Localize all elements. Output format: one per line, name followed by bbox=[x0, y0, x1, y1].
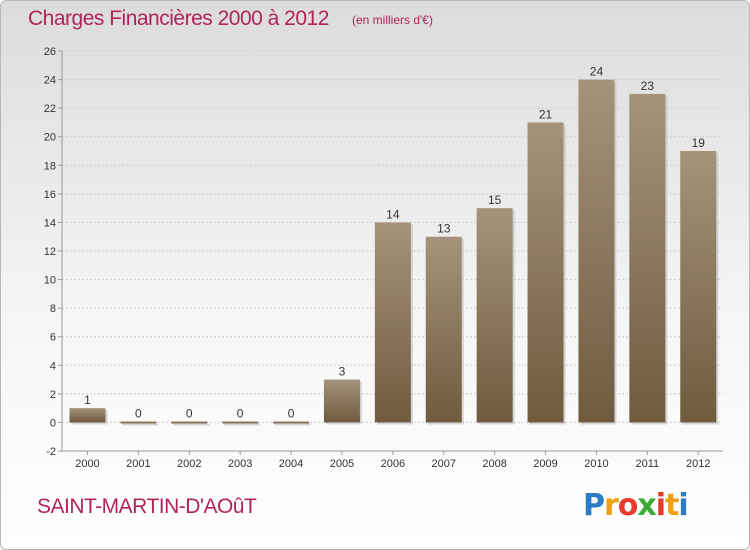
bar-2008 bbox=[476, 208, 513, 423]
x-tick-label: 2002 bbox=[177, 458, 201, 470]
x-tick-label: 2006 bbox=[381, 458, 405, 470]
x-tick-label: 2010 bbox=[584, 458, 608, 470]
bar-2004 bbox=[273, 421, 310, 424]
bar-2001 bbox=[120, 421, 157, 424]
chart-title: Charges Financières 2000 à 2012 bbox=[28, 7, 329, 30]
logo-letter: P bbox=[583, 488, 605, 523]
value-label-2012: 19 bbox=[692, 136, 706, 150]
x-tick-label: 2000 bbox=[75, 458, 99, 470]
x-tick-label: 2011 bbox=[636, 458, 660, 470]
y-tick-label: 26 bbox=[44, 46, 56, 58]
logo-letter: r bbox=[604, 488, 619, 523]
y-tick-label: 4 bbox=[50, 360, 56, 372]
bar-2010 bbox=[578, 79, 615, 423]
x-tick-label: 2001 bbox=[126, 458, 150, 470]
value-label-2002: 0 bbox=[186, 406, 193, 420]
y-tick-label: 0 bbox=[50, 417, 56, 429]
value-label-2006: 14 bbox=[386, 207, 400, 221]
value-label-2007: 13 bbox=[437, 222, 451, 236]
y-tick-label: 8 bbox=[50, 303, 56, 315]
bar-2009 bbox=[527, 122, 564, 423]
y-tick-label: 2 bbox=[50, 389, 56, 401]
bar-2003 bbox=[222, 421, 259, 424]
bar-2011 bbox=[629, 93, 666, 423]
logo-letter: i bbox=[655, 488, 666, 523]
logo-letter: o bbox=[617, 488, 639, 523]
logo-letter: t bbox=[665, 488, 679, 523]
y-tick-label: 14 bbox=[44, 217, 56, 229]
logo-letter: i bbox=[678, 488, 688, 523]
x-tick-label: 2012 bbox=[686, 458, 710, 470]
logo-letter: x bbox=[637, 488, 656, 523]
x-tick-label: 2008 bbox=[482, 458, 506, 470]
y-tick-label: 20 bbox=[44, 132, 56, 144]
y-tick-label: 12 bbox=[44, 246, 56, 258]
value-label-2010: 24 bbox=[590, 65, 604, 79]
bar-2005 bbox=[323, 379, 360, 423]
bar-2012 bbox=[680, 151, 717, 423]
value-label-2011: 23 bbox=[641, 79, 655, 93]
y-tick-label: 18 bbox=[44, 160, 56, 172]
chart-subtitle: (en milliers d'€) bbox=[352, 13, 433, 27]
proxiti-logo[interactable]: Proxiti bbox=[583, 488, 689, 523]
bar-shadow bbox=[224, 423, 261, 426]
value-label-2003: 0 bbox=[237, 406, 244, 420]
y-tick-label: 10 bbox=[44, 275, 56, 287]
y-tick-label: 16 bbox=[44, 189, 56, 201]
bar-shadow bbox=[173, 423, 210, 426]
value-label-2008: 15 bbox=[488, 193, 502, 207]
x-tick-label: 2004 bbox=[279, 458, 303, 470]
bar-2006 bbox=[374, 222, 411, 423]
x-tick-label: 2003 bbox=[228, 458, 252, 470]
bar-shadow bbox=[122, 423, 159, 426]
x-tick-label: 2007 bbox=[432, 458, 456, 470]
bar-2007 bbox=[425, 236, 462, 423]
value-label-2004: 0 bbox=[288, 406, 295, 420]
value-label-2009: 21 bbox=[539, 107, 553, 121]
bars bbox=[69, 79, 719, 426]
y-tick-label: 6 bbox=[50, 332, 56, 344]
commune-name: SAINT-MARTIN-D'AOûT bbox=[37, 495, 257, 518]
value-label-2001: 0 bbox=[135, 406, 142, 420]
value-label-2005: 3 bbox=[339, 365, 346, 379]
y-tick-label: 22 bbox=[44, 103, 56, 115]
bar-2000 bbox=[69, 408, 106, 423]
y-tick-label: -2 bbox=[46, 446, 56, 458]
bar-2002 bbox=[171, 421, 208, 424]
y-tick-label: 24 bbox=[44, 75, 56, 87]
bar-shadow bbox=[275, 423, 312, 426]
x-tick-label: 2009 bbox=[533, 458, 557, 470]
value-labels: 1 0 0 0 0 3 14 13 15 21 24 23 19 bbox=[84, 65, 705, 421]
x-tick-label: 2005 bbox=[330, 458, 354, 470]
value-label-2000: 1 bbox=[84, 393, 91, 407]
